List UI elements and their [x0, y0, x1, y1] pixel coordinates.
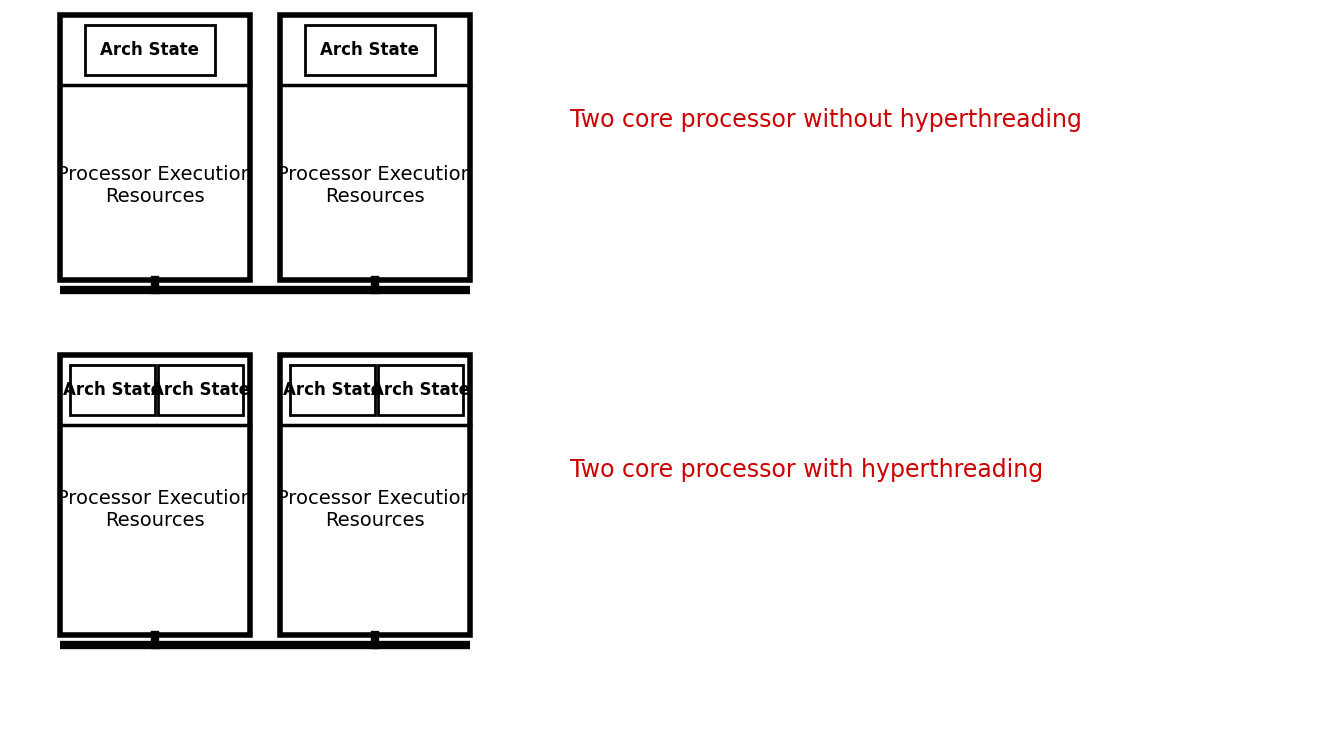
Text: Arch State: Arch State [101, 41, 200, 59]
Text: Arch State: Arch State [63, 381, 162, 399]
Text: Processor Execution
Resources: Processor Execution Resources [58, 164, 252, 205]
Bar [378, 365, 463, 415]
Bar [290, 365, 374, 415]
Bar [305, 25, 435, 75]
Text: Arch State: Arch State [152, 381, 250, 399]
Bar [60, 15, 250, 280]
Text: Processor Execution
Resources: Processor Execution Resources [276, 164, 472, 205]
Text: Processor Execution
Resources: Processor Execution Resources [276, 489, 472, 530]
Bar [280, 15, 470, 280]
Text: Two core processor with hyperthreading: Two core processor with hyperthreading [570, 458, 1043, 482]
Text: Processor Execution
Resources: Processor Execution Resources [58, 489, 252, 530]
Text: Arch State: Arch State [283, 381, 382, 399]
Bar [60, 355, 250, 635]
Text: Two core processor without hyperthreading: Two core processor without hyperthreadin… [570, 108, 1082, 132]
Bar [85, 25, 215, 75]
Text: Arch State: Arch State [321, 41, 420, 59]
Bar [158, 365, 243, 415]
Bar [70, 365, 154, 415]
Text: Arch State: Arch State [370, 381, 470, 399]
Bar [280, 355, 470, 635]
